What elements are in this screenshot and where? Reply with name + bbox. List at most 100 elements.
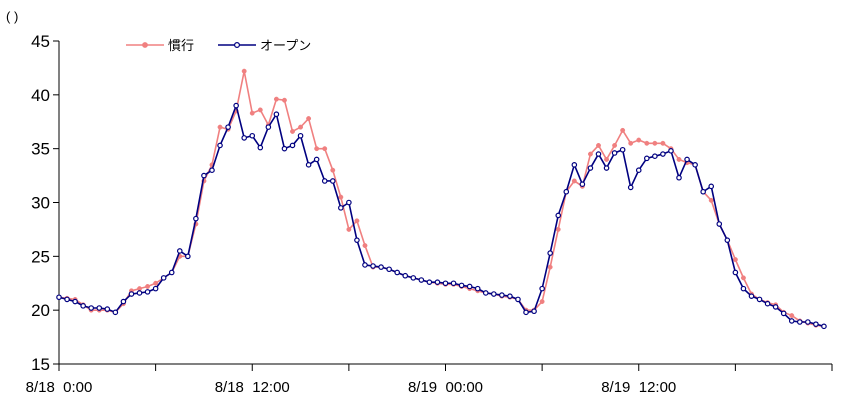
data-point — [579, 181, 586, 187]
data-point — [201, 172, 207, 179]
data-point — [466, 283, 473, 290]
data-point — [628, 140, 634, 146]
data-point — [80, 303, 86, 309]
data-point — [555, 212, 562, 219]
data-point — [330, 167, 336, 173]
data-point — [346, 226, 352, 232]
data-point — [176, 248, 183, 254]
data-point — [660, 151, 666, 157]
data-point — [523, 309, 529, 316]
data-point — [644, 155, 650, 162]
data-point — [185, 253, 191, 260]
y-tick-label: 40 — [31, 86, 50, 105]
data-point — [482, 290, 489, 296]
data-point — [644, 140, 650, 146]
data-point — [450, 280, 457, 287]
data-point — [402, 272, 409, 279]
data-point — [346, 199, 352, 206]
data-point — [788, 318, 795, 324]
data-point — [499, 292, 505, 298]
data-point — [571, 178, 577, 184]
data-point — [539, 285, 545, 292]
x-tick-label: 8/19 12:00 — [601, 379, 676, 396]
data-point — [233, 102, 239, 109]
data-point — [507, 293, 513, 299]
chart-axes: 15 20 25 30 35 40 45 8/18 0:00 8/18 12:00 8/19 00… — [26, 32, 833, 396]
data-point — [56, 294, 62, 301]
data-point — [153, 280, 159, 286]
data-point — [652, 153, 658, 160]
legend-swatch-marker — [234, 41, 241, 48]
data-point — [740, 285, 747, 292]
data-point — [587, 151, 593, 157]
data-point — [708, 183, 715, 190]
data-point — [241, 135, 247, 141]
data-point — [434, 279, 441, 285]
data-point — [217, 142, 223, 149]
data-point — [748, 293, 755, 299]
data-point — [378, 264, 384, 270]
data-point — [612, 142, 618, 148]
y-tick-label: 20 — [31, 301, 50, 320]
data-point — [209, 167, 215, 174]
data-point — [104, 306, 111, 312]
unit-label: ( ) — [6, 9, 18, 24]
data-point — [531, 308, 537, 315]
data-point — [611, 150, 618, 156]
data-point — [249, 132, 256, 139]
data-point — [338, 205, 344, 211]
data-point — [394, 269, 400, 276]
data-point — [273, 111, 280, 118]
data-point — [136, 290, 143, 296]
data-point — [152, 285, 159, 292]
data-point — [64, 296, 70, 303]
legend-label: 慣行 — [168, 38, 194, 54]
data-point — [273, 96, 279, 102]
data-point — [225, 124, 231, 130]
data-point — [684, 156, 690, 163]
data-point — [692, 162, 698, 168]
data-point — [789, 313, 795, 318]
data-point — [281, 145, 288, 152]
data-point — [595, 151, 602, 157]
data-point — [620, 127, 626, 133]
x-tick-label: 8/18 12:00 — [215, 379, 290, 396]
data-point — [329, 178, 336, 184]
data-point — [282, 97, 287, 103]
data-point — [410, 275, 417, 281]
data-point — [813, 321, 819, 327]
legend-swatch-marker — [142, 42, 148, 48]
data-point — [547, 250, 553, 256]
data-point — [515, 296, 521, 303]
data-point — [290, 128, 295, 134]
data-point — [780, 310, 787, 317]
data-point — [265, 124, 272, 130]
series-line — [58, 104, 825, 328]
data-point — [362, 262, 368, 268]
data-point — [72, 298, 78, 305]
data-point — [474, 285, 481, 292]
data-point — [322, 146, 328, 152]
data-point — [772, 304, 779, 310]
legend-label: オープン — [260, 39, 311, 54]
series-layer — [56, 68, 827, 330]
data-point — [297, 132, 304, 139]
data-point — [120, 298, 127, 305]
data-point — [128, 291, 135, 297]
data-point — [764, 300, 771, 307]
data-point — [241, 68, 247, 74]
data-point — [596, 142, 601, 148]
data-point — [426, 279, 433, 285]
y-tick-label: 30 — [31, 194, 50, 213]
data-point — [563, 188, 570, 195]
data-point — [555, 226, 561, 232]
series-open — [56, 102, 827, 330]
data-point — [314, 146, 320, 152]
data-point — [418, 277, 425, 283]
data-point — [168, 269, 175, 276]
data-point — [96, 305, 103, 311]
y-tick-label: 15 — [31, 355, 50, 374]
data-point — [619, 146, 626, 153]
data-point — [362, 243, 368, 249]
data-point — [257, 144, 264, 151]
